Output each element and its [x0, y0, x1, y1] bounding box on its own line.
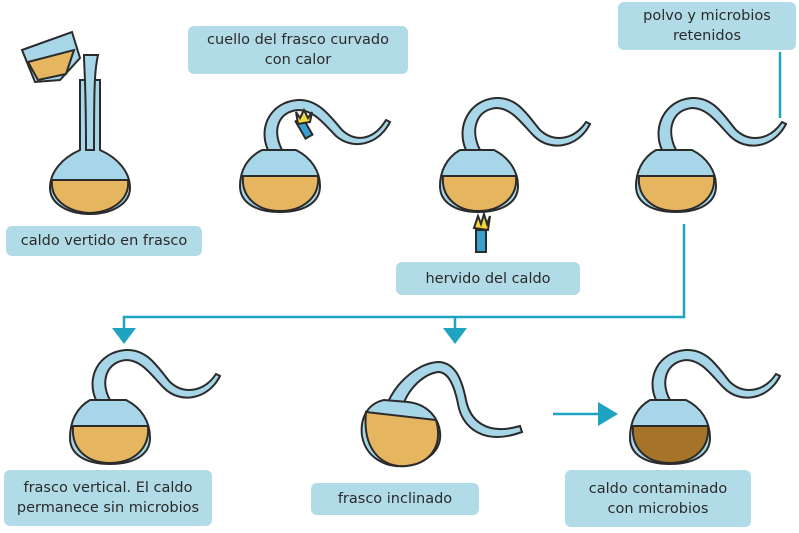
arrow-right-head [598, 402, 618, 426]
flask-tilted [360, 360, 524, 468]
connector-lines [122, 52, 782, 330]
label-dust-retained-text: polvo y microbios retenidos [643, 8, 771, 44]
label-broth-poured-text: caldo vertido en frasco [20, 233, 188, 249]
label-broth-boiled: hervido del caldo [396, 262, 580, 295]
label-broth-boiled-text: hervido del caldo [425, 270, 551, 287]
label-neck-curved-text: cuello del frasco curvado con calor [206, 32, 389, 68]
arrow-down-left [112, 328, 136, 344]
label-flask-tilted-text: frasco inclinado [337, 491, 453, 507]
label-flask-tilted: frasco inclinado [311, 483, 479, 515]
label-broth-contaminated-text: caldo contaminado con microbios [588, 480, 728, 517]
label-broth-contaminated: caldo contaminado con microbios [565, 470, 751, 527]
flask-boiling [438, 96, 592, 253]
flask-retaining [634, 96, 788, 214]
label-flask-upright: frasco vertical. El caldo permanece sin … [4, 470, 212, 526]
flask-contaminated [628, 348, 782, 466]
label-flask-upright-text: frasco vertical. El caldo permanece sin … [16, 480, 200, 516]
label-broth-poured: caldo vertido en frasco [6, 226, 202, 256]
flask-upright [68, 348, 222, 466]
arrow-down-middle [443, 328, 467, 344]
label-neck-curved: cuello del frasco curvado con calor [188, 26, 408, 74]
label-dust-retained: polvo y microbios retenidos [618, 2, 796, 50]
flask-straight [20, 30, 132, 216]
flask-curving [238, 98, 392, 214]
